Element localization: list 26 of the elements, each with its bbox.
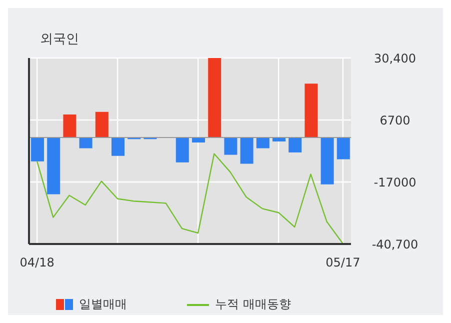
bar bbox=[95, 112, 108, 138]
y-tick-label: -40,700 bbox=[372, 237, 418, 252]
chart-title: 외국인 bbox=[40, 31, 79, 48]
bar bbox=[31, 138, 44, 162]
bar bbox=[192, 138, 205, 142]
bar bbox=[336, 138, 350, 160]
bar bbox=[112, 138, 124, 156]
x-tick-label: 04/18 bbox=[20, 256, 54, 270]
y-tick-label: 6700 bbox=[380, 113, 410, 128]
bar bbox=[288, 138, 302, 152]
bar bbox=[208, 58, 222, 138]
bar bbox=[79, 138, 92, 148]
legend-label: 누적 매매동향 bbox=[215, 296, 291, 313]
bar bbox=[320, 138, 334, 184]
y-tick-label: 30,400 bbox=[374, 51, 416, 66]
line-series bbox=[36, 153, 344, 244]
bar bbox=[63, 114, 76, 138]
legend-label: 일별매매 bbox=[79, 296, 127, 313]
bar bbox=[256, 138, 270, 148]
bar bbox=[47, 138, 60, 194]
bar bbox=[304, 84, 318, 138]
y-tick-label: -17000 bbox=[374, 175, 416, 190]
bar bbox=[176, 138, 189, 162]
bar bbox=[224, 138, 238, 155]
x-tick-label: 05/17 bbox=[326, 256, 360, 270]
bar bbox=[240, 138, 254, 164]
